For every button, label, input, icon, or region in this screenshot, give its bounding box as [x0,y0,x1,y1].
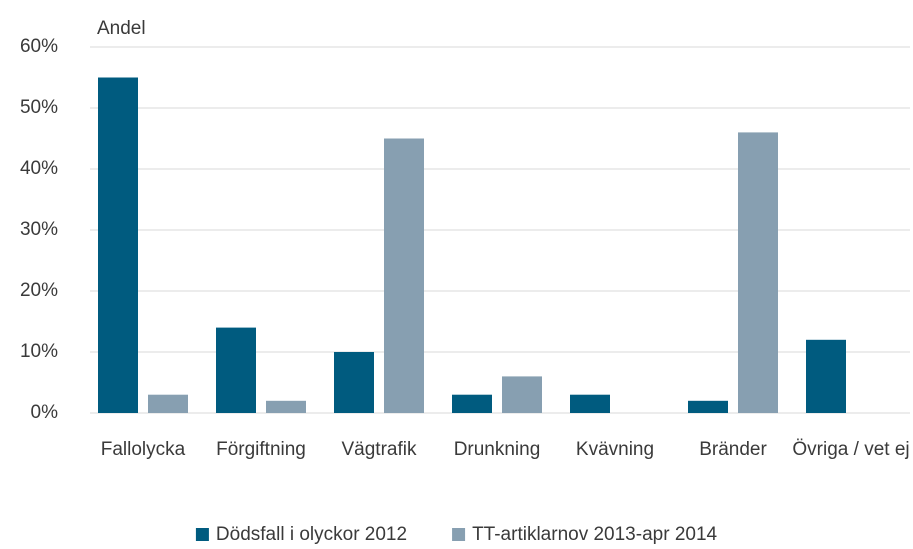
y-tick-label: 40% [20,158,58,179]
bar [738,132,778,413]
x-tick-label: Vägtrafik [342,439,417,460]
bar [806,339,846,413]
x-tick-label: Förgiftning [216,439,306,460]
bar [216,327,256,413]
bar [334,352,374,413]
legend-label: Dödsfall i olyckor 2012 [216,524,407,545]
bar [266,400,306,413]
y-tick-label: 20% [20,280,58,301]
y-axis-label: Andel [97,18,146,39]
bar [688,400,728,413]
legend-swatch [195,528,209,541]
bar [502,376,542,413]
x-tick-label: Kvävning [576,439,654,460]
y-tick-label: 0% [31,402,59,423]
y-tick-label: 10% [20,341,58,362]
x-tick-label: Drunkning [454,439,541,460]
bar [384,138,424,413]
bar [570,394,610,413]
x-tick-label: Övriga / vet ej [792,439,909,460]
bar [452,394,492,413]
bar [98,77,138,413]
x-tick-label: Bränder [699,439,767,460]
legend-label: TT-artiklarnov 2013-apr 2014 [472,524,717,545]
y-tick-label: 30% [20,219,58,240]
legend: Dödsfall i olyckor 2012 TT-artiklarnov 20… [195,524,718,545]
y-tick-label: 50% [20,97,58,118]
legend-swatch [452,528,466,541]
x-tick-label: Fallolycka [101,439,186,460]
y-tick-label: 60% [20,36,58,57]
bar [148,394,188,413]
